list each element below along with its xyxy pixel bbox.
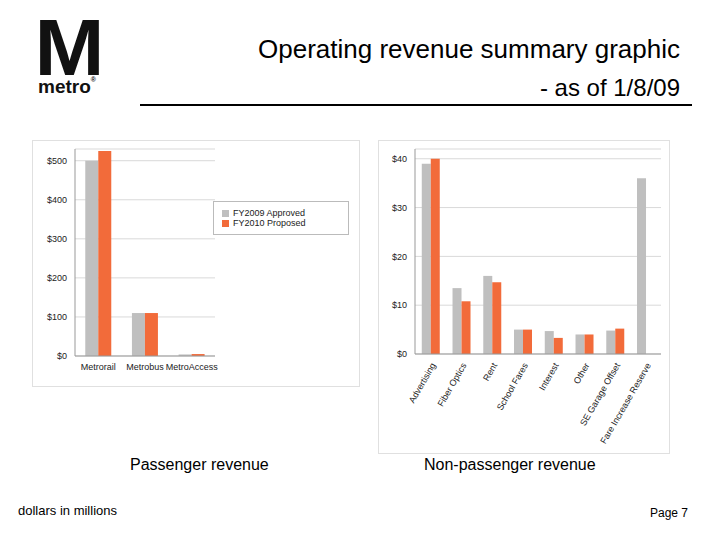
svg-text:$40: $40 — [392, 154, 407, 164]
svg-text:MetroAccess: MetroAccess — [166, 362, 219, 372]
svg-text:$100: $100 — [47, 312, 67, 322]
svg-text:$0: $0 — [57, 351, 67, 361]
html-text:Passenger revenue: Passenger revenue — [130, 456, 269, 473]
html-text:M: M — [34, 3, 101, 92]
svg-text:$300: $300 — [47, 234, 67, 244]
svg-text:Metrorail: Metrorail — [81, 362, 116, 372]
svg-text:$10: $10 — [392, 300, 407, 310]
html-text:FY2010 Proposed: FY2010 Proposed — [233, 218, 306, 228]
svg-text:Interest: Interest — [537, 361, 561, 392]
svg-text:Advertising: Advertising — [407, 361, 438, 405]
html-text:Non-passenger revenue: Non-passenger revenue — [424, 456, 596, 473]
svg-text:SE Garage Offset: SE Garage Offset — [578, 361, 623, 428]
html-text:metro: metro — [38, 76, 91, 97]
svg-text:Other: Other — [571, 361, 591, 385]
svg-text:$0: $0 — [397, 349, 407, 359]
svg-text:$30: $30 — [392, 203, 407, 213]
svg-text:$400: $400 — [47, 195, 67, 205]
svg-text:School Fares: School Fares — [495, 361, 530, 412]
svg-text:Rent: Rent — [481, 361, 499, 383]
svg-text:$500: $500 — [47, 156, 67, 166]
svg-text:Metrobus: Metrobus — [126, 362, 164, 372]
svg-text:$200: $200 — [47, 273, 67, 283]
html-text:Operating revenue summary grap: Operating revenue summary graphic — [258, 34, 680, 64]
html-text:FY2009 Approved: FY2009 Approved — [233, 208, 306, 218]
html-text:dollars in millions: dollars in millions — [18, 503, 117, 518]
svg-text:Fiber Optics: Fiber Optics — [435, 361, 468, 408]
svg-text:$20: $20 — [392, 252, 407, 262]
svg-text:Fare Increase Reserve: Fare Increase Reserve — [598, 361, 652, 445]
html-text:- as of 1/8/09: - as of 1/8/09 — [539, 74, 680, 101]
html-text:Page 7: Page 7 — [650, 506, 688, 520]
